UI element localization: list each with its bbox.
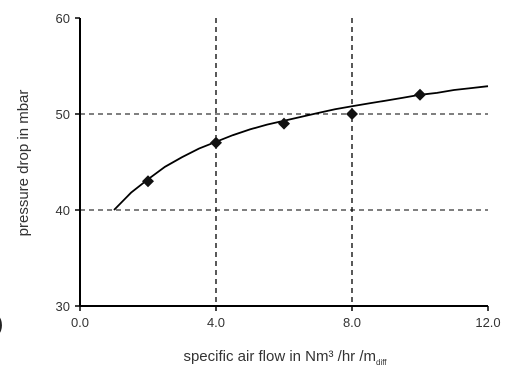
y-tick-label: 50 — [56, 107, 70, 122]
x-tick-label: 4.0 — [207, 315, 225, 330]
x-tick-label: 12.0 — [475, 315, 500, 330]
data-point-marker — [142, 175, 154, 188]
data-point-marker — [210, 136, 222, 149]
data-point-marker — [346, 108, 358, 120]
grid-lines — [80, 18, 488, 306]
x-tick-label: 0.0 — [71, 315, 89, 330]
x-tick-label: 8.0 — [343, 315, 361, 330]
data-point-marker — [414, 88, 426, 101]
y-tick-label: 30 — [56, 299, 70, 314]
fit-curve — [113, 85, 489, 211]
stray-bracket: ) — [0, 311, 3, 336]
data-point-marker — [278, 117, 290, 130]
data-points — [142, 88, 426, 188]
x-axis-label-main: specific air flow in Nm³ /hr /m — [183, 348, 376, 365]
x-axis-label-subscript: diff — [376, 358, 387, 367]
axes — [75, 17, 489, 311]
tick-labels: 0.0 4.0 8.0 12.0 30 40 50 60 — [56, 11, 501, 330]
y-tick-label: 60 — [56, 11, 70, 26]
y-axis-label: pressure drop in mbar — [15, 90, 32, 237]
y-tick-label: 40 — [56, 203, 70, 218]
x-axis-label: specific air flow in Nm³ /hr /mdiff — [183, 348, 387, 367]
fit-curve-path — [113, 85, 489, 211]
